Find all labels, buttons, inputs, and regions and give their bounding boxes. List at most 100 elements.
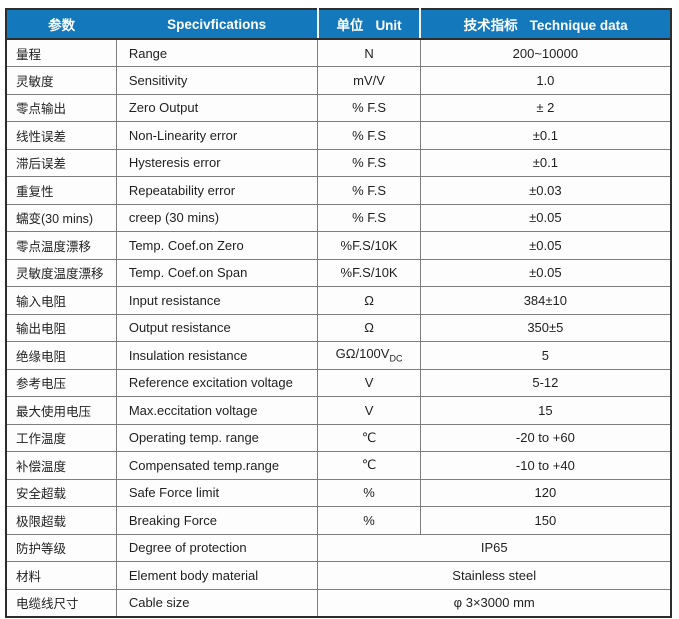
spec-cell: Temp. Coef.on Zero (115, 231, 319, 260)
param-cell: 灵敏度温度漂移 (5, 258, 117, 287)
table-row: 参考电压 Reference excitation voltage V 5-12 (5, 368, 672, 397)
param-cell: 最大使用电压 (5, 396, 117, 425)
table-row: 输入电阻 Input resistance Ω 384±10 (5, 286, 672, 315)
value-cell: ± 2 (419, 93, 672, 122)
param-cell: 重复性 (5, 176, 117, 205)
table-row: 灵敏度温度漂移 Temp. Coef.on Span %F.S/10K ±0.0… (5, 258, 672, 287)
table-row: 材料 Element body material Stainless steel (5, 561, 672, 590)
col-header-param-label: 参数 (48, 18, 76, 33)
value-cell: 350±5 (419, 313, 672, 342)
spec-cell: Degree of protection (115, 533, 319, 562)
col-header-unit: 单位 Unit (316, 9, 421, 40)
spec-cell: Insulation resistance (115, 341, 319, 370)
spec-cell: Sensitivity (115, 66, 319, 95)
param-cell: 蠕变(30 mins) (5, 203, 117, 232)
param-cell: 输出电阻 (5, 313, 117, 342)
unit-cell: % F.S (317, 176, 421, 205)
table-row: 防护等级 Degree of protection IP65 (5, 533, 672, 562)
value-cell: 120 (419, 478, 672, 507)
param-cell: 参考电压 (5, 368, 117, 397)
col-header-param: 参数 (6, 9, 117, 40)
table-row: 重复性 Repeatability error % F.S ±0.03 (5, 176, 672, 205)
table-row: 滞后误差 Hysteresis error % F.S ±0.1 (5, 148, 672, 177)
spec-cell: Reference excitation voltage (115, 368, 319, 397)
value-cell: -20 to +60 (419, 423, 672, 452)
param-cell: 零点温度漂移 (5, 231, 117, 260)
value-cell: φ 3×3000 mm (317, 588, 672, 617)
spec-cell: Non-Linearity error (115, 121, 319, 150)
value-cell: ±0.1 (419, 148, 672, 177)
param-cell: 防护等级 (5, 533, 117, 562)
unit-cell: Ω (317, 313, 421, 342)
header-row: 参数 Specivfications 单位 Unit 技术指标 Technique … (6, 9, 671, 40)
value-cell: Stainless steel (317, 561, 672, 590)
spec-table-body: 量程 Range N 200~10000 灵敏度 Sensitivity mV/… (5, 38, 672, 617)
unit-cell: GΩ/100VDC (317, 341, 421, 370)
value-cell: 15 (419, 396, 672, 425)
spec-cell: Breaking Force (115, 506, 319, 535)
col-header-unit-zh: 单位 (336, 18, 364, 33)
spec-cell: Repeatability error (115, 176, 319, 205)
param-cell: 绝缘电阻 (5, 341, 117, 370)
param-cell: 滞后误差 (5, 148, 117, 177)
col-header-tech-en: Technique data (529, 18, 628, 33)
table-row: 安全超载 Safe Force limit % 120 (5, 478, 672, 507)
value-cell: 5 (419, 341, 672, 370)
param-cell: 灵敏度 (5, 66, 117, 95)
param-cell: 量程 (5, 38, 117, 67)
spec-cell: Zero Output (115, 93, 319, 122)
table-row: 电缆线尺寸 Cable size φ 3×3000 mm (5, 588, 672, 617)
spec-cell: creep (30 mins) (115, 203, 319, 232)
value-cell: 150 (419, 506, 672, 535)
param-cell: 安全超载 (5, 478, 117, 507)
value-cell: 384±10 (419, 286, 672, 315)
param-cell: 电缆线尺寸 (5, 588, 117, 617)
param-cell: 极限超载 (5, 506, 117, 535)
unit-cell: % F.S (317, 203, 421, 232)
unit-cell: %F.S/10K (317, 231, 421, 260)
unit-cell: % F.S (317, 93, 421, 122)
spec-cell: Safe Force limit (115, 478, 319, 507)
param-cell: 输入电阻 (5, 286, 117, 315)
table-row: 灵敏度 Sensitivity mV/V 1.0 (5, 66, 672, 95)
col-header-specifications: Specivfications (116, 9, 318, 40)
value-cell: ±0.05 (419, 258, 672, 287)
unit-cell: V (317, 368, 421, 397)
value-cell: ±0.03 (419, 176, 672, 205)
unit-cell: V (317, 396, 421, 425)
table-row: 零点温度漂移 Temp. Coef.on Zero %F.S/10K ±0.05 (5, 231, 672, 260)
unit-cell: % F.S (317, 121, 421, 150)
value-cell: -10 to +40 (419, 451, 672, 480)
spec-cell: Cable size (115, 588, 319, 617)
col-header-tech-zh: 技术指标 (463, 18, 518, 33)
spec-cell: Operating temp. range (115, 423, 319, 452)
table-row: 补偿温度 Compensated temp.range ℃ -10 to +40 (5, 451, 672, 480)
table-row: 量程 Range N 200~10000 (5, 38, 672, 67)
spec-cell: Input resistance (115, 286, 319, 315)
param-cell: 工作温度 (5, 423, 117, 452)
spec-cell: Hysteresis error (115, 148, 319, 177)
spec-cell: Output resistance (115, 313, 319, 342)
spec-cell: Element body material (115, 561, 319, 590)
value-cell: ±0.1 (419, 121, 672, 150)
value-cell: 5-12 (419, 368, 672, 397)
col-header-technique-data: 技术指标 Technique data (419, 9, 671, 40)
param-cell: 零点输出 (5, 93, 117, 122)
spec-cell: Range (115, 38, 319, 67)
spec-table-header: 参数 Specivfications 单位 Unit 技术指标 Technique … (6, 9, 671, 40)
table-row: 工作温度 Operating temp. range ℃ -20 to +60 (5, 423, 672, 452)
param-cell: 补偿温度 (5, 451, 117, 480)
table-row: 最大使用电压 Max.eccitation voltage V 15 (5, 396, 672, 425)
table-row: 输出电阻 Output resistance Ω 350±5 (5, 313, 672, 342)
value-cell: IP65 (317, 533, 672, 562)
value-cell: ±0.05 (419, 231, 672, 260)
unit-cell: % F.S (317, 148, 421, 177)
col-header-specifications-label: Specivfications (167, 16, 267, 32)
unit-cell: ℃ (317, 451, 421, 480)
unit-cell: % (317, 506, 421, 535)
value-cell: 1.0 (419, 66, 672, 95)
value-cell: 200~10000 (419, 38, 672, 67)
spec-cell: Compensated temp.range (115, 451, 319, 480)
spec-cell: Temp. Coef.on Span (115, 258, 319, 287)
